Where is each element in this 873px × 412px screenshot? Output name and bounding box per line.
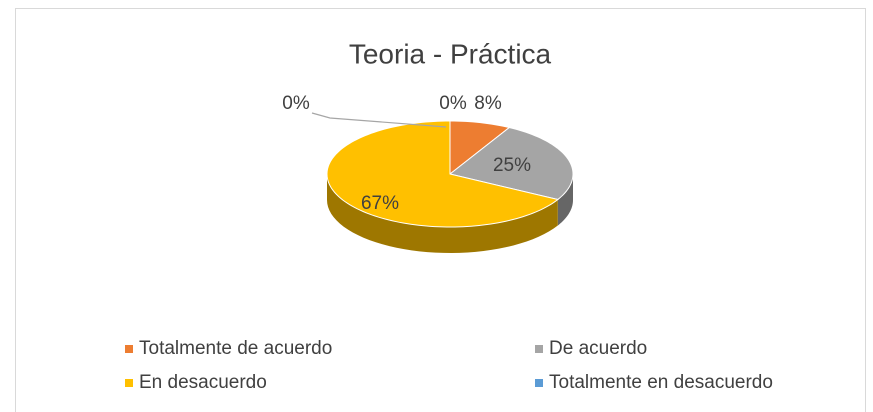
legend-label: En desacuerdo xyxy=(139,372,267,393)
legend-marker xyxy=(535,379,543,387)
legend-marker xyxy=(535,345,543,353)
legend-marker xyxy=(125,379,133,387)
legend-label: De acuerdo xyxy=(549,338,647,359)
pie-side xyxy=(327,174,558,253)
legend-label: Totalmente de acuerdo xyxy=(139,338,332,359)
legend-marker xyxy=(125,345,133,353)
leader-line xyxy=(311,112,447,128)
data-label: 8% xyxy=(474,93,502,114)
pie-slice xyxy=(448,127,574,201)
pie-slice xyxy=(326,120,559,228)
pie-slice xyxy=(449,120,511,176)
data-label: 25% xyxy=(493,155,531,176)
legend-label: Totalmente en desacuerdo xyxy=(549,372,773,393)
data-label: 0% xyxy=(439,93,467,114)
data-label: 67% xyxy=(361,193,399,214)
pie-side xyxy=(557,174,573,226)
chart-title: Teoria - Práctica xyxy=(349,38,552,69)
data-label: 0% xyxy=(282,93,310,114)
